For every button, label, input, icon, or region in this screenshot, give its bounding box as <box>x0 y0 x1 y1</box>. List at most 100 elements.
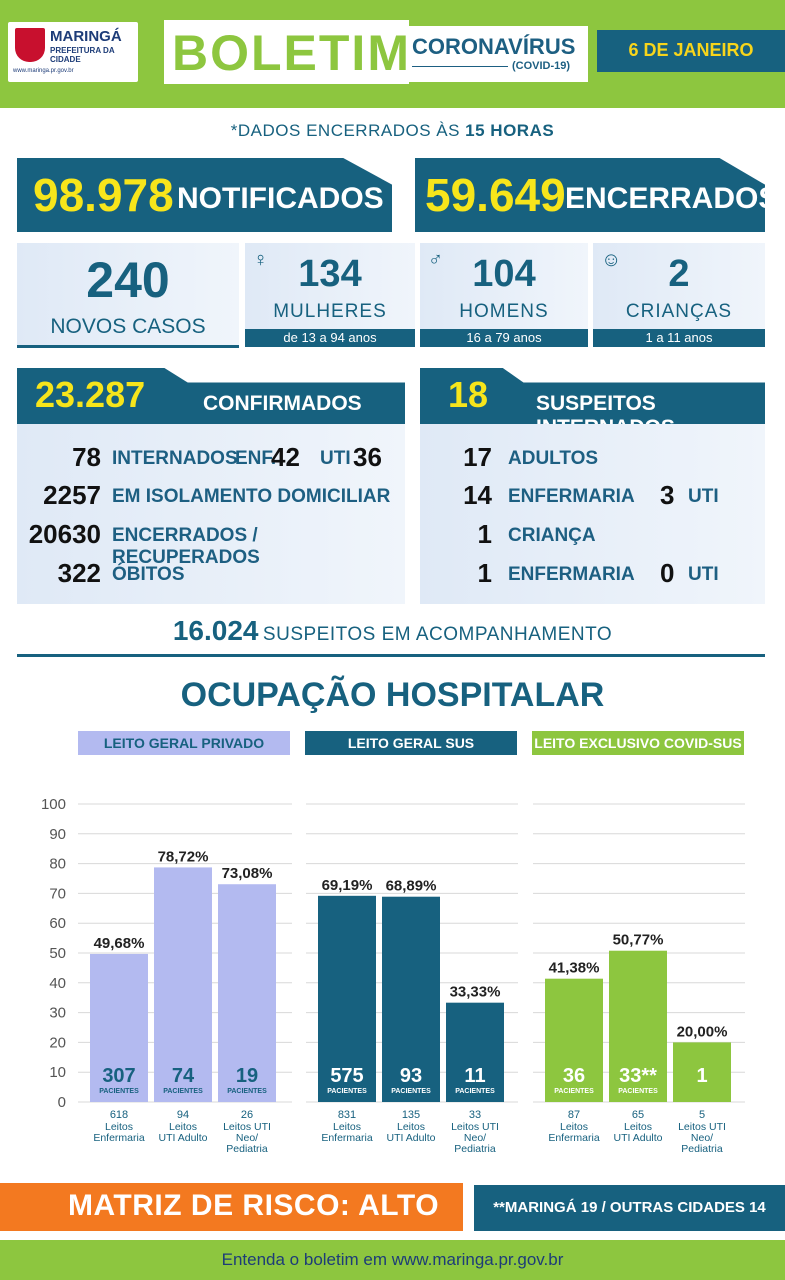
child-icu-value: 0 <box>660 558 675 588</box>
bulletin-title: BOLETIM <box>172 25 411 81</box>
bar-percent-label: 78,72% <box>158 848 209 865</box>
bar <box>382 896 440 1102</box>
patients-label: PACIENTES <box>227 1088 267 1095</box>
patients-value: 74 <box>172 1065 195 1087</box>
man-icon: ♂ <box>428 249 443 271</box>
confirmed-label: CONFIRMADOS <box>203 392 362 415</box>
bar-percent-label: 33,33% <box>450 984 501 1001</box>
adult-icu-value: 3 <box>660 480 675 510</box>
bar-percent-label: 68,89% <box>386 878 437 895</box>
recovered-label: ENCERRADOS / RECUPERADOS <box>112 525 260 568</box>
beds-description: Enfermaria <box>548 1132 600 1144</box>
hospitalized-label: INTERNADOS <box>112 448 238 469</box>
closed-banner: 59.649 ENCERRADOS <box>415 158 765 232</box>
icu-value: 36 <box>353 442 382 472</box>
suspects-details: 17 ADULTOS 14 ENFERMARIA 3 UTI 1 CRIANÇA… <box>420 424 765 604</box>
beds-value: 135 <box>402 1109 420 1121</box>
children-label: CRIANÇAS <box>625 301 733 322</box>
adults-label: ADULTOS <box>508 448 599 469</box>
logo-subtitle: PREFEITURA DA CIDADE <box>50 46 115 64</box>
beds-value: 26 <box>241 1109 253 1121</box>
category-covid-sus: LEITO EXCLUSIVO COVID-SUS <box>532 731 744 755</box>
date-badge: 6 DE JANEIRO <box>597 30 785 72</box>
children-ages: 1 a 11 anos <box>593 329 765 347</box>
child-value: 1 <box>477 519 492 549</box>
beds-value: 33 <box>469 1109 481 1121</box>
y-tick-label: 100 <box>41 796 66 813</box>
beds-description: UTI Adulto <box>158 1132 207 1144</box>
women-value: 134 <box>298 253 362 295</box>
coronavirus-label: CORONAVÍRUS <box>412 34 576 59</box>
men-value: 104 <box>472 253 536 295</box>
occupancy-chart: 010203040506070809010049,68%307PACIENTES… <box>41 796 745 1155</box>
coronavirus-underline <box>412 66 508 67</box>
beds-description: Leitos <box>169 1121 197 1133</box>
y-tick-label: 0 <box>58 1094 66 1111</box>
adult-ward-label: ENFERMARIA <box>508 486 635 507</box>
beds-description: Leitos <box>560 1121 588 1133</box>
beds-description: Neo/ <box>464 1132 486 1144</box>
patients-value: 33** <box>619 1065 657 1087</box>
follow-up-value: 16.024 <box>172 615 259 646</box>
new-cases-card: 240 NOVOS CASOS <box>17 243 239 347</box>
notified-banner: 98.978 NOTIFICADOS <box>17 158 392 232</box>
beds-description: Pediatria <box>681 1143 723 1155</box>
men-card: ♂ 104 HOMENS 16 a 79 anos <box>420 243 588 347</box>
y-tick-label: 80 <box>49 856 66 873</box>
baby-icon: ☺ <box>601 249 622 271</box>
bar-percent-label: 20,00% <box>677 1023 728 1040</box>
cutoff-prefix: *DADOS ENCERRADOS ÀS <box>230 121 466 140</box>
children-value: 2 <box>668 253 690 295</box>
bar <box>90 953 148 1102</box>
beds-description: Neo/ <box>236 1132 258 1144</box>
beds-description: Leitos <box>105 1121 133 1133</box>
bar-percent-label: 49,68% <box>94 935 145 952</box>
adults-value: 17 <box>463 442 492 472</box>
bar <box>154 867 212 1102</box>
footer-link[interactable]: Entenda o boletim em www.maringa.pr.gov.… <box>221 1250 564 1269</box>
new-cases-value: 240 <box>86 252 170 308</box>
women-label: MULHERES <box>273 301 387 322</box>
logo-url: www.maringa.pr.gov.br <box>13 68 74 74</box>
beds-description: Enfermaria <box>93 1132 145 1144</box>
y-tick-label: 90 <box>49 826 66 843</box>
bar <box>218 884 276 1102</box>
bar-percent-label: 73,08% <box>222 865 273 882</box>
child-ward-value: 1 <box>477 558 492 588</box>
confirmed-value: 23.287 <box>35 374 146 415</box>
beds-description: Pediatria <box>226 1143 268 1155</box>
women-ages: de 13 a 94 anos <box>245 329 415 347</box>
men-ages: 16 a 79 anos <box>420 329 588 347</box>
beds-value: 5 <box>699 1109 705 1121</box>
beds-description: UTI Adulto <box>386 1132 435 1144</box>
recovered-value: 20630 <box>28 519 101 549</box>
patients-label: PACIENTES <box>327 1088 367 1095</box>
city-logo[interactable]: MARINGÁ PREFEITURA DA CIDADE www.maringa… <box>8 22 138 82</box>
bar <box>318 895 376 1102</box>
beds-description: Enfermaria <box>321 1132 373 1144</box>
y-tick-label: 20 <box>49 1034 66 1051</box>
men-label: HOMENS <box>459 301 549 322</box>
covid-label: (COVID-19) <box>512 60 571 72</box>
patients-label: PACIENTES <box>455 1088 495 1095</box>
notified-label: NOTIFICADOS <box>177 182 384 215</box>
adult-ward-value: 14 <box>463 480 492 510</box>
child-icu-label: UTI <box>688 564 719 585</box>
y-tick-label: 60 <box>49 915 66 932</box>
cities-label: **MARINGÁ 19 / OUTRAS CIDADES 14 <box>493 1199 766 1216</box>
follow-up-line: 16.024 SUSPEITOS EM ACOMPANHAMENTO <box>0 615 785 647</box>
suspects-label: SUSPEITOS INTERNADOS <box>536 392 675 424</box>
y-tick-label: 50 <box>49 945 66 962</box>
beds-description: Leitos <box>333 1121 361 1133</box>
hospital-title: OCUPAÇÃO HOSPITALAR <box>180 676 605 714</box>
header-band: MARINGÁ PREFEITURA DA CIDADE www.maringa… <box>0 0 785 108</box>
patients-label: PACIENTES <box>391 1088 431 1095</box>
beds-description: Leitos UTI <box>451 1121 499 1133</box>
new-cases-label: NOVOS CASOS <box>50 315 206 338</box>
bulletin-title-box: BOLETIM <box>164 20 409 84</box>
patients-value: 575 <box>330 1065 363 1087</box>
patients-label: PACIENTES <box>554 1088 594 1095</box>
closed-value: 59.649 <box>425 169 566 221</box>
bar-percent-label: 41,38% <box>549 960 600 977</box>
icu-label: UTI <box>320 448 351 469</box>
